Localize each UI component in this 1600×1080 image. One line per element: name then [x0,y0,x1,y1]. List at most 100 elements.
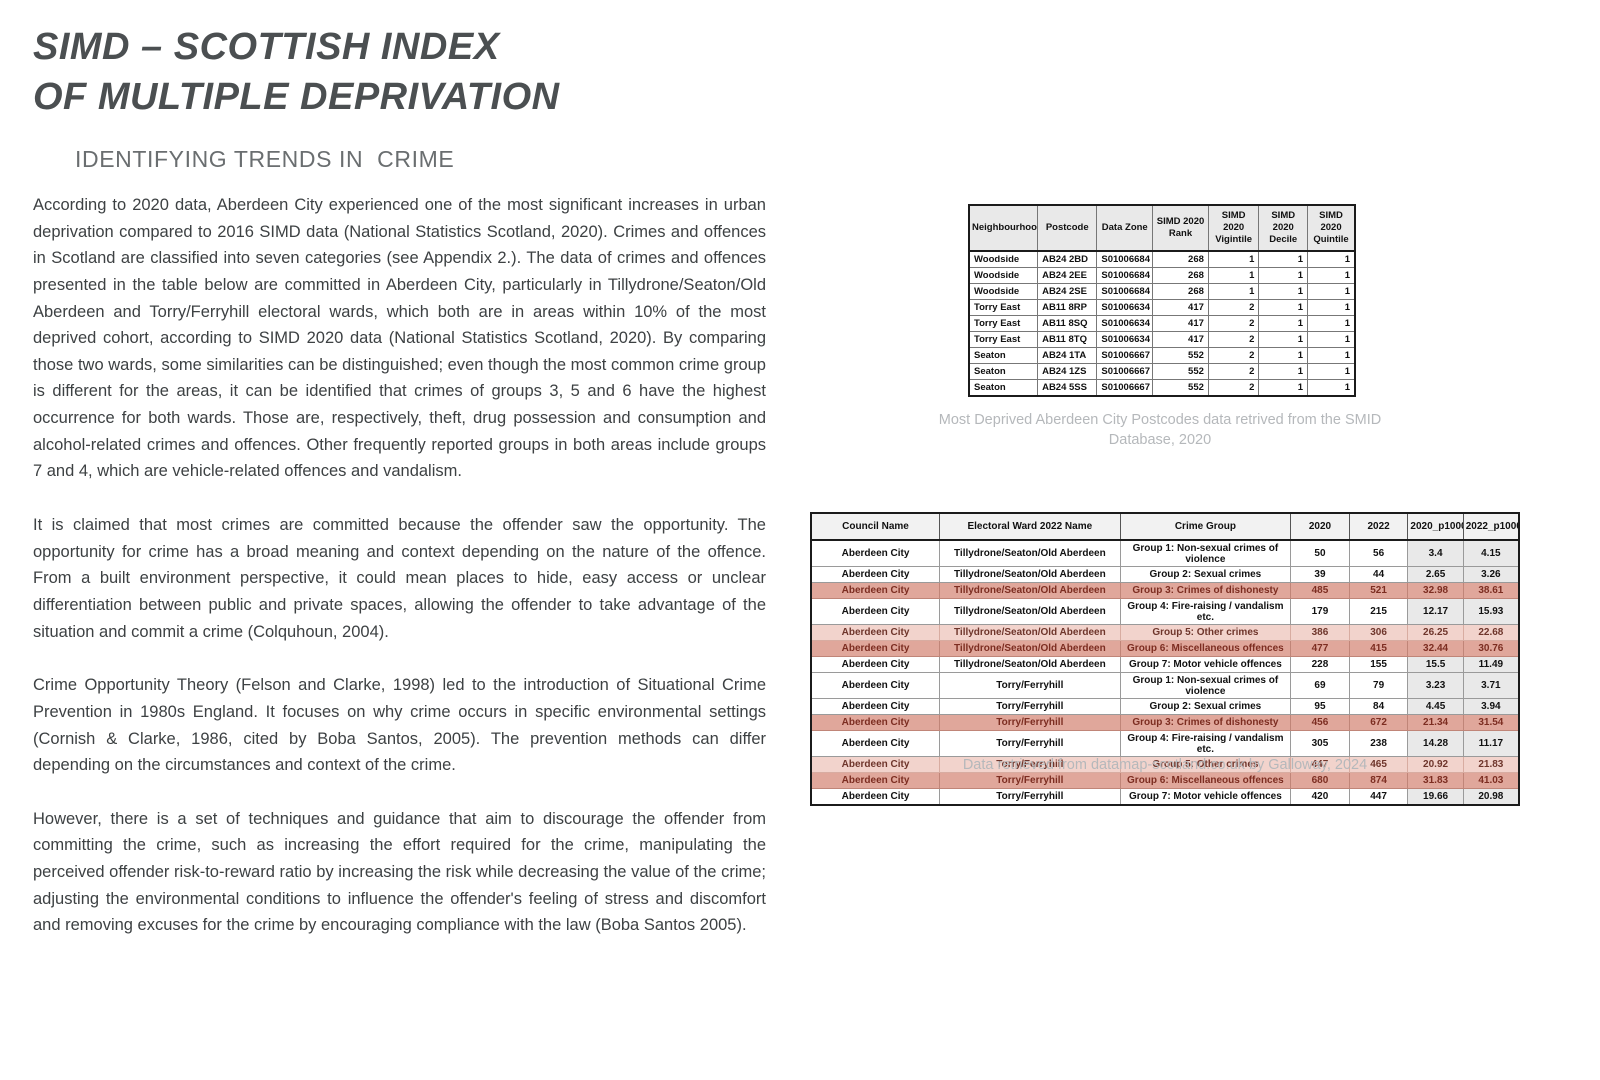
simd-table-row: Torry East AB11 8RP S01006634 417 2 1 1 [968,298,1356,316]
simd-table-cell: 268 [1152,266,1209,284]
crime-table-cell: 50 [1290,539,1350,567]
crime-table-cell: 14.28 [1407,730,1464,757]
crime-table-cell: 31.83 [1407,772,1464,789]
crime-table-cell: 305 [1290,730,1350,757]
crime-table-cell: Group 2: Sexual crimes [1119,698,1292,715]
crime-header-cell: Electoral Ward 2022 Name [939,512,1121,541]
crime-table-cell: 11.17 [1462,730,1520,757]
crime-table-cell: 39 [1290,566,1350,583]
page-title-line1: SIMD – SCOTTISH INDEX [33,26,500,68]
crime-table-cell: 3.94 [1462,698,1520,715]
simd-table-cell: S01006634 [1096,314,1154,332]
simd-header-cell: SIMD 2020 Quintile [1307,204,1356,252]
simd-table-cell: AB11 8TQ [1037,330,1098,348]
simd-header-cell: Neighbourhood [968,204,1039,252]
crime-table-cell: Aberdeen City [810,772,941,789]
crime-table-cell: 680 [1290,772,1350,789]
crime-table-cell: Tillydrone/Seaton/Old Aberdeen [939,640,1121,657]
simd-table-row: Seaton AB24 1TA S01006667 552 2 1 1 [968,346,1356,364]
simd-table-cell: Seaton [968,378,1039,397]
crime-table-cell: 44 [1348,566,1409,583]
crime-table-cell: 179 [1290,598,1350,625]
crime-table-cell: Aberdeen City [810,566,941,583]
simd-table-cell: 1 [1258,298,1309,316]
simd-table-cell: Woodside [968,282,1039,300]
simd-table-cell: S01006667 [1096,346,1154,364]
crime-table-cell: Group 7: Motor vehicle offences [1119,656,1292,673]
crime-table-cell: 26.25 [1407,624,1464,641]
crime-table-cell: Aberdeen City [810,730,941,757]
crime-table-row: Aberdeen City Tillydrone/Seaton/Old Aberd… [810,566,1520,583]
crime-table-cell: 32.44 [1407,640,1464,657]
simd-table-cell: S01006667 [1096,378,1154,397]
crime-table-cell: 4.15 [1462,539,1520,567]
crime-table-cell: Torry/Ferryhill [939,772,1121,789]
crime-table-cell: Aberdeen City [810,714,941,731]
crime-table-cell: 456 [1290,714,1350,731]
crime-table-cell: Torry/Ferryhill [939,788,1121,806]
simd-table-cell: S01006634 [1096,330,1154,348]
simd-table-cell: 2 [1207,330,1260,348]
crime-table-cell: Torry/Ferryhill [939,714,1121,731]
crime-table-cell: 95 [1290,698,1350,715]
crime-table-row: Aberdeen City Torry/Ferryhill Group 3: Cri… [810,714,1520,731]
crime-table-cell: 386 [1290,624,1350,641]
body-text: According to 2020 data, Aberdeen City ex… [33,192,766,966]
crime-table-cell: 15.93 [1462,598,1520,625]
crime-table-cell: 41.03 [1462,772,1520,789]
simd-header-cell: Postcode [1037,204,1098,252]
crime-table-cell: 32.98 [1407,582,1464,599]
simd-table-cell: S01006634 [1096,298,1154,316]
crime-table-cell: 79 [1348,672,1409,699]
simd-table-cell: S01006684 [1096,282,1154,300]
simd-table-cell: 1 [1307,362,1356,380]
crime-table-cell: Group 7: Motor vehicle offences [1119,788,1292,806]
crime-table-cell: Group 4: Fire-raising / vandalism etc. [1119,598,1292,625]
crime-table-cell: 4.45 [1407,698,1464,715]
crime-table-cell: Torry/Ferryhill [939,698,1121,715]
crime-table-cell: Tillydrone/Seaton/Old Aberdeen [939,539,1121,567]
simd-table-cell: 1 [1307,330,1356,348]
simd-table-cell: 1 [1307,266,1356,284]
simd-table-cell: AB24 2EE [1037,266,1098,284]
simd-table-cell: 1 [1307,378,1356,397]
simd-table-cell: AB24 1ZS [1037,362,1098,380]
crime-table-cell: Group 1: Non-sexual crimes of violence [1119,539,1292,567]
crime-table-cell: 3.71 [1462,672,1520,699]
simd-table-cell: Torry East [968,330,1039,348]
simd-table-row: Torry East AB11 8SQ S01006634 417 2 1 1 [968,314,1356,332]
crime-table-row: Aberdeen City Tillydrone/Seaton/Old Aberd… [810,640,1520,657]
crime-table-cell: Aberdeen City [810,656,941,673]
crime-table-cell: 238 [1348,730,1409,757]
simd-table-cell: 1 [1307,346,1356,364]
crime-table-cell: 420 [1290,788,1350,806]
crime-table-cell: 31.54 [1462,714,1520,731]
crime-table-row: Aberdeen City Torry/Ferryhill Group 2: Sex… [810,698,1520,715]
crime-table-header: Council Name Electoral Ward 2022 Name Crim… [810,512,1520,541]
simd-table-cell: 1 [1207,266,1260,284]
paragraph-3: Crime Opportunity Theory (Felson and Cla… [33,676,766,775]
simd-table-cell: 1 [1207,250,1260,268]
crime-table-cell: Aberdeen City [810,672,941,699]
simd-table-caption: Most Deprived Aberdeen City Postcodes da… [938,412,1382,449]
crime-table-cell: 12.17 [1407,598,1464,625]
crime-table-cell: Group 3: Crimes of dishonesty [1119,714,1292,731]
crime-table-row: Aberdeen City Torry/Ferryhill Group 1: Non… [810,672,1520,699]
simd-table-cell: AB24 5SS [1037,378,1098,397]
paragraph-2: It is claimed that most crimes are commi… [33,516,766,641]
crime-table-cell: 3.26 [1462,566,1520,583]
crime-header-cell: 2020_p1000 [1407,512,1464,541]
crime-table-cell: 415 [1348,640,1409,657]
crime-table-cell: Torry/Ferryhill [939,756,1121,773]
crime-table-cell: Aberdeen City [810,788,941,806]
simd-table-cell: AB11 8RP [1037,298,1098,316]
crime-header-cell: Crime Group [1119,512,1292,541]
simd-table-cell: 1 [1258,314,1309,332]
simd-table-cell: 2 [1207,362,1260,380]
crime-table-cell: Group 4: Fire-raising / vandalism etc. [1119,730,1292,757]
crime-header-cell: Council Name [810,512,941,541]
simd-table-cell: 552 [1152,346,1209,364]
simd-table-row: Seaton AB24 5SS S01006667 552 2 1 1 [968,378,1356,397]
crime-table-cell: Torry/Ferryhill [939,730,1121,757]
crime-table-row: Aberdeen City Torry/Ferryhill Group 7: Mot… [810,788,1520,806]
